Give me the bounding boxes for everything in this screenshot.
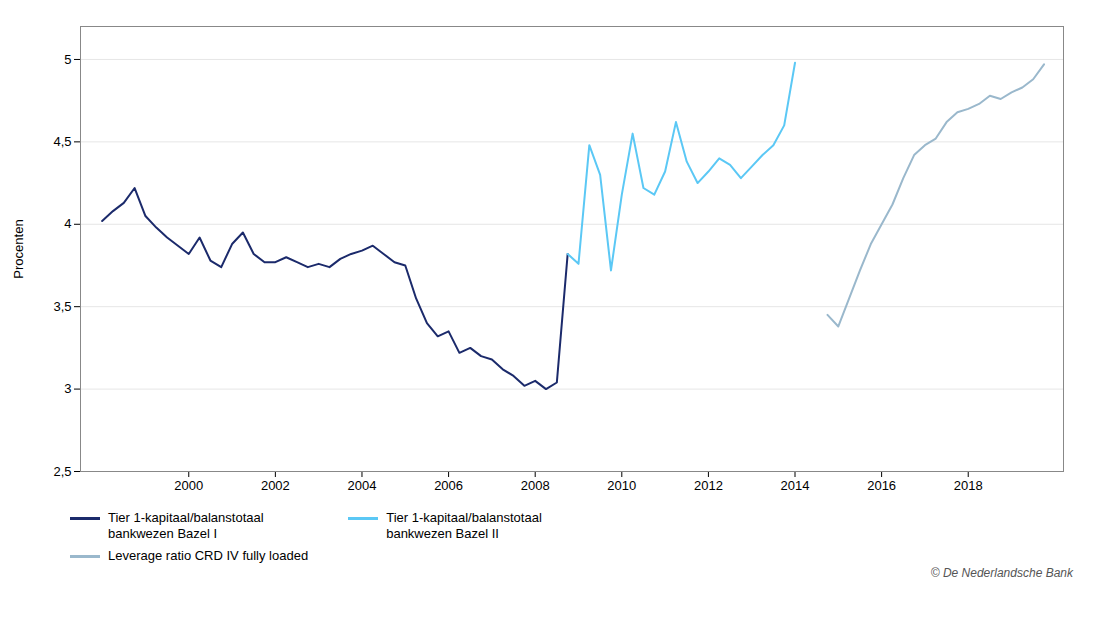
svg-text:2012: 2012 xyxy=(694,478,723,493)
svg-text:2010: 2010 xyxy=(607,478,636,493)
svg-text:2006: 2006 xyxy=(434,478,463,493)
svg-text:2016: 2016 xyxy=(867,478,896,493)
html-text:Tier 1-kapitaal/balanstotaal b: Tier 1-kapitaal/balanstotaal bankwezen B… xyxy=(386,510,542,541)
html-text:Leverage ratio CRD IV fully lo: Leverage ratio CRD IV fully loaded xyxy=(108,548,309,563)
svg-text:2014: 2014 xyxy=(781,478,810,493)
svg-text:5: 5 xyxy=(64,52,71,67)
svg-text:4,5: 4,5 xyxy=(53,134,71,149)
svg-text:2018: 2018 xyxy=(954,478,983,493)
svg-text:3: 3 xyxy=(64,381,71,396)
svg-text:4: 4 xyxy=(64,216,71,231)
svg-text:2004: 2004 xyxy=(348,478,377,493)
svg-text:2000: 2000 xyxy=(174,478,203,493)
svg-text:Procenten: Procenten xyxy=(11,219,26,278)
svg-text:2008: 2008 xyxy=(521,478,550,493)
html-text:© De Nederlandsche Bank: © De Nederlandsche Bank xyxy=(930,566,1073,580)
svg-text:2002: 2002 xyxy=(261,478,290,493)
svg-text:2,5: 2,5 xyxy=(53,464,71,479)
svg-text:3,5: 3,5 xyxy=(53,299,71,314)
html-text:Tier 1-kapitaal/balanstotaal b: Tier 1-kapitaal/balanstotaal bankwezen B… xyxy=(108,510,264,541)
